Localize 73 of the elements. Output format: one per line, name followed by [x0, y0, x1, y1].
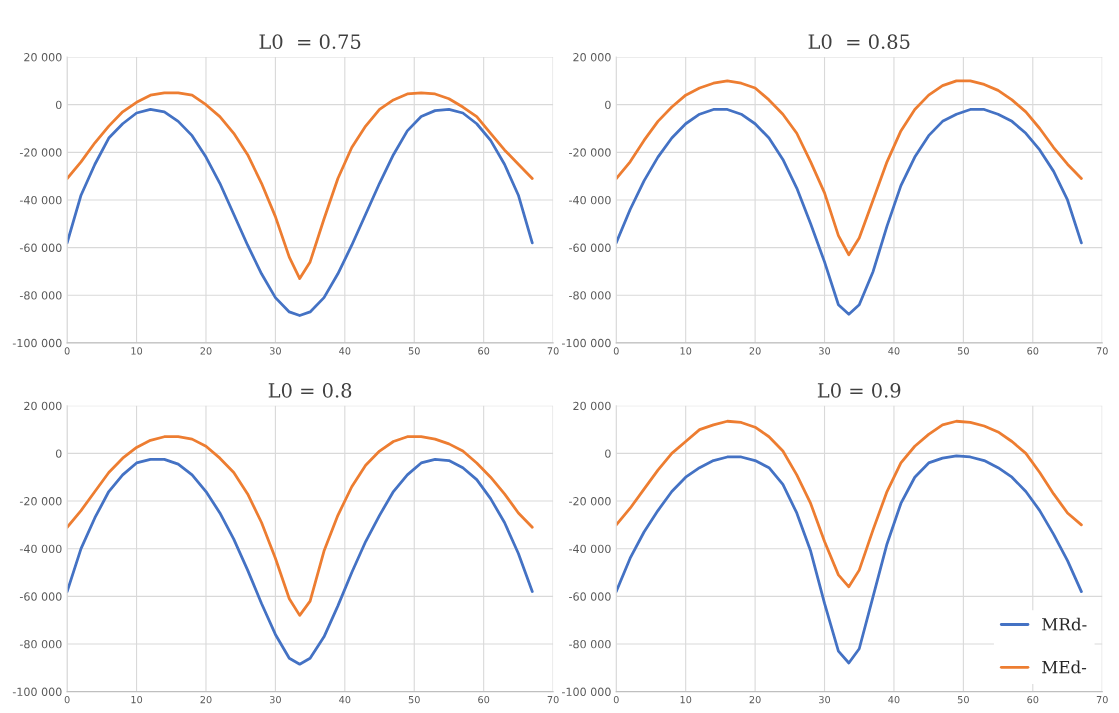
x-tick-label: 10 — [680, 347, 692, 355]
y-tick-label: -80 000 — [19, 639, 62, 649]
y-tick-label: -20 000 — [19, 148, 62, 157]
line-series — [67, 91, 534, 280]
x-tick-label: 60 — [478, 347, 490, 355]
x-tick-label: 10 — [131, 695, 143, 704]
y-tick-label: -100 000 — [561, 338, 611, 348]
x-tick-label: 50 — [408, 695, 420, 704]
y-tick-label: -60 000 — [569, 592, 611, 601]
chart-title: L0 = 0.85 — [808, 34, 910, 49]
x-tick-label: 30 — [819, 695, 831, 704]
x-tick-label: 20 — [749, 347, 761, 355]
line-series — [616, 108, 1083, 316]
y-tick-label: -20 000 — [19, 497, 62, 506]
y-tick-label: -80 000 — [19, 291, 62, 300]
x-tick-label: 20 — [200, 695, 212, 704]
x-tick-label: 70 — [1096, 347, 1108, 355]
x-tick-label: 60 — [478, 695, 490, 704]
x-tick-label: 70 — [1096, 695, 1108, 704]
y-tick-label: -60 000 — [19, 592, 62, 601]
chart-title: L0 = 0.8 — [268, 383, 352, 398]
x-tick-label: 40 — [888, 695, 900, 704]
y-tick-label: 0 — [55, 100, 62, 110]
y-tick-label: -20 000 — [569, 497, 611, 506]
line-series — [67, 108, 534, 317]
x-tick-label: 30 — [819, 347, 831, 355]
y-tick-label: 20 000 — [573, 53, 611, 62]
y-tick-label: 20 000 — [24, 53, 62, 62]
y-tick-label: 0 — [605, 449, 611, 458]
y-tick-label: -100 000 — [12, 338, 62, 348]
x-tick-label: 10 — [131, 347, 143, 355]
y-tick-label: -40 000 — [569, 195, 611, 205]
x-tick-label: 60 — [1027, 347, 1039, 355]
x-tick-label: 40 — [339, 695, 351, 704]
legend-label: MEd- — [1042, 660, 1087, 674]
x-tick-label: 70 — [547, 347, 559, 355]
y-tick-label: -100 000 — [561, 687, 611, 696]
chart-title: L0 = 0.75 — [259, 34, 361, 49]
x-tick-label: 0 — [64, 695, 70, 704]
y-tick-label: -80 000 — [569, 291, 611, 300]
x-tick-label: 40 — [339, 347, 351, 355]
x-tick-label: 10 — [680, 695, 692, 704]
line-series — [616, 79, 1083, 257]
x-tick-label: 30 — [269, 347, 281, 355]
line-series — [616, 419, 1083, 589]
x-tick-label: 30 — [269, 695, 281, 704]
y-tick-label: -60 000 — [569, 243, 611, 252]
legend-label: MRd- — [1042, 617, 1087, 631]
y-tick-label: -100 000 — [12, 687, 62, 696]
x-tick-label: 0 — [613, 347, 619, 355]
y-tick-label: 20 000 — [24, 401, 62, 411]
y-tick-label: -80 000 — [569, 639, 611, 649]
chart-title: L0 = 0.9 — [817, 383, 901, 398]
x-tick-label: 20 — [749, 695, 761, 704]
line-series — [67, 457, 534, 666]
x-tick-label: 60 — [1027, 695, 1039, 704]
y-tick-label: 20 000 — [573, 401, 611, 411]
y-tick-label: 0 — [605, 100, 611, 110]
line-series — [67, 435, 534, 617]
x-tick-label: 0 — [64, 347, 70, 355]
y-tick-label: -60 000 — [19, 243, 62, 252]
y-tick-label: -40 000 — [569, 544, 611, 554]
x-tick-label: 50 — [957, 695, 969, 704]
y-tick-label: -40 000 — [19, 544, 62, 554]
y-tick-label: 0 — [55, 449, 62, 458]
y-tick-label: -20 000 — [569, 148, 611, 157]
y-tick-label: -40 000 — [19, 195, 62, 205]
x-tick-label: 20 — [200, 347, 212, 355]
x-tick-label: 70 — [547, 695, 559, 704]
x-tick-label: 50 — [408, 347, 420, 355]
x-tick-label: 50 — [957, 347, 969, 355]
x-tick-label: 40 — [888, 347, 900, 355]
x-tick-label: 0 — [613, 695, 619, 704]
